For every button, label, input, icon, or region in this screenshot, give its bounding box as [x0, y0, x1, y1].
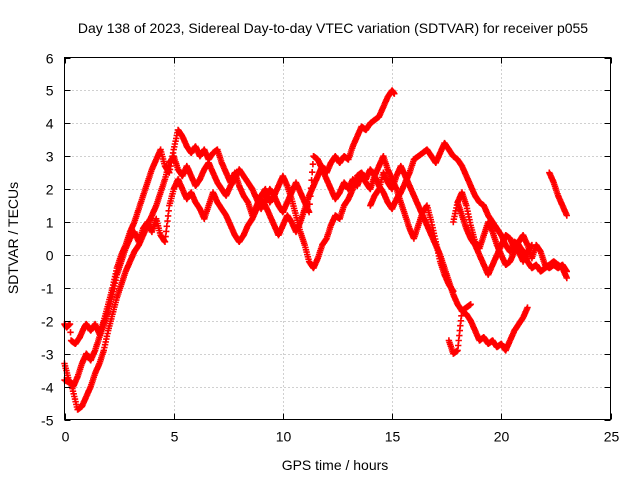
- y-tick-label: -5: [41, 413, 54, 429]
- data-point: [306, 201, 313, 208]
- x-tick-label: 10: [276, 429, 292, 445]
- data-point: [563, 274, 570, 282]
- data-point: [309, 169, 316, 176]
- axis-ticks: [64, 57, 612, 421]
- series-track-b: [61, 87, 398, 390]
- y-tick-labels: -5 -4 -3 -2 -1 0 1 2 3 4 5 6: [41, 51, 54, 429]
- data-point: [67, 329, 74, 336]
- data-point: [307, 193, 314, 200]
- y-tick-label: -4: [41, 380, 54, 396]
- data-point: [528, 241, 536, 249]
- series-track-d: [367, 162, 531, 354]
- data-marks: [61, 87, 570, 413]
- x-tick-label: 20: [494, 429, 510, 445]
- y-tick-label: 3: [46, 149, 54, 165]
- y-tick-label: -1: [41, 281, 54, 297]
- y-tick-label: 4: [46, 116, 54, 132]
- y-tick-label: 5: [46, 83, 54, 99]
- data-point: [563, 212, 570, 219]
- data-point: [308, 177, 315, 184]
- data-point: [309, 161, 317, 168]
- y-tick-label: 6: [46, 51, 54, 67]
- data-point: [307, 185, 315, 192]
- y-tick-label: 0: [46, 248, 54, 264]
- plot-frame: [64, 57, 611, 420]
- y-tick-label: 1: [46, 215, 54, 231]
- x-axis-label: GPS time / hours: [282, 457, 389, 473]
- x-tick-label: 25: [604, 429, 620, 445]
- y-tick-label: 2: [46, 182, 54, 198]
- x-tick-label: 15: [385, 429, 401, 445]
- data-point: [524, 304, 531, 311]
- series-track-h: [546, 169, 570, 219]
- data-point: [305, 209, 313, 216]
- series-track-e: [445, 301, 474, 357]
- y-tick-label: -2: [41, 314, 54, 330]
- series-track-c: [61, 153, 457, 413]
- grid: [64, 57, 611, 420]
- y-tick-label: -3: [41, 347, 54, 363]
- data-point: [563, 268, 570, 275]
- series-track-g: [454, 199, 536, 278]
- y-axis-label: SDTVAR / TECUs: [5, 182, 21, 294]
- data-point: [467, 301, 474, 308]
- x-tick-labels: 0 5 10 15 20 25: [62, 429, 620, 445]
- x-tick-label: 5: [171, 429, 179, 445]
- x-tick-label: 0: [62, 429, 70, 445]
- chart-title: Day 138 of 2023, Sidereal Day-to-day VTE…: [78, 20, 588, 36]
- data-point: [391, 90, 398, 97]
